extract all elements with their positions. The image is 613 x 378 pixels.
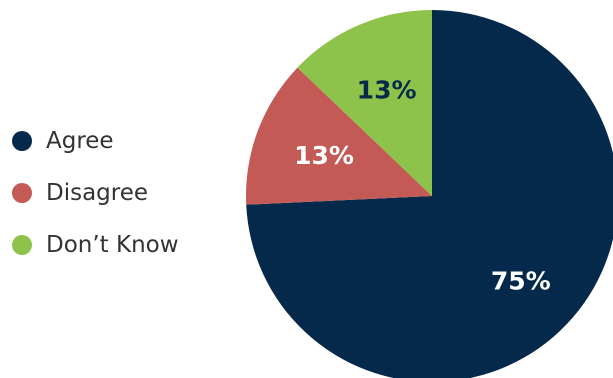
slice-label-agree: 75% [491,266,551,295]
pie-slice-dont-know [297,10,432,196]
pie-slice-agree [246,10,613,378]
legend-label-agree: Agree [46,128,114,154]
slice-label-dont-know: 13% [357,76,417,105]
pie-slice-disagree [245,67,432,205]
legend-item-dont-know: Don’t Know [12,232,179,258]
legend-item-disagree: Disagree [12,180,179,206]
legend-label-disagree: Disagree [46,180,149,206]
legend: Agree Disagree Don’t Know [12,128,179,284]
legend-marker-disagree [12,183,32,203]
legend-marker-agree [12,131,32,151]
legend-label-dont-know: Don’t Know [46,232,179,258]
legend-marker-dont-know [12,235,32,255]
legend-item-agree: Agree [12,128,179,154]
slice-label-disagree: 13% [294,141,354,170]
